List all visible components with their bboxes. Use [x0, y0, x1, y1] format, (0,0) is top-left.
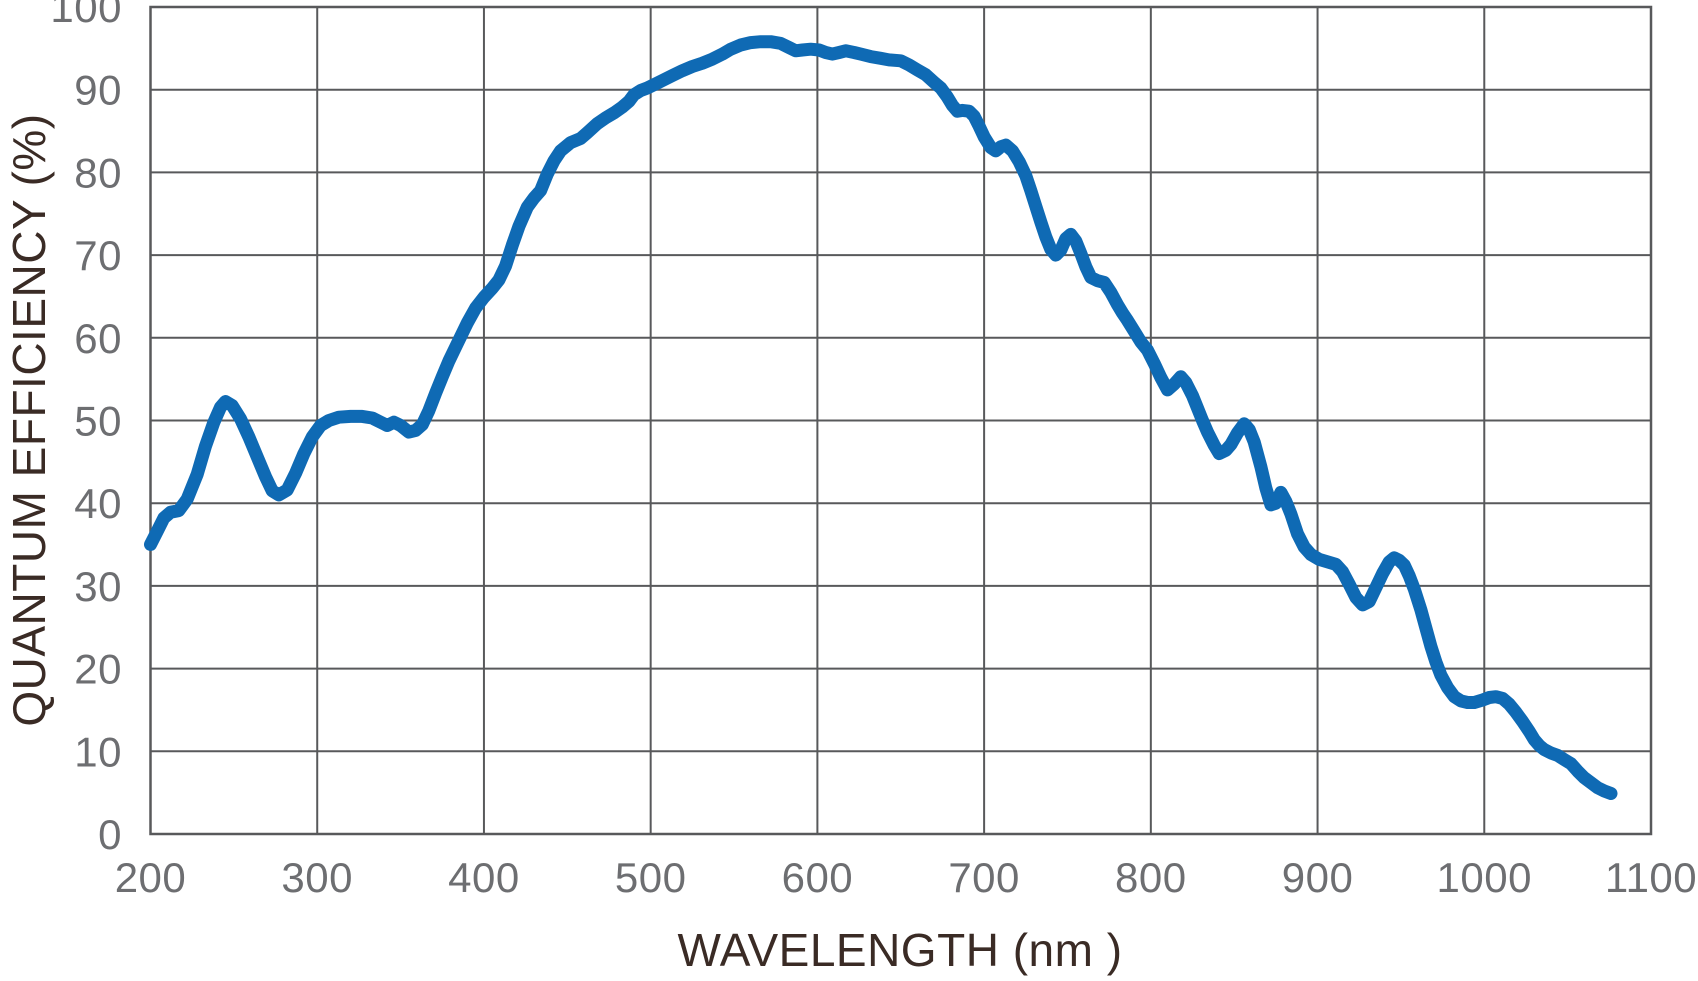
y-axis-title: QUANTUM EFFICIENCY (%): [3, 113, 55, 726]
x-tick-label: 600: [782, 854, 854, 901]
y-tick-label: 30: [74, 563, 122, 610]
y-tick-label: 20: [74, 646, 122, 693]
y-tick-labels: 0 10 20 30 40 50 60 70 80 90 100: [50, 0, 122, 858]
y-tick-label: 40: [74, 480, 122, 527]
x-tick-label: 500: [615, 854, 687, 901]
x-tick-label: 300: [281, 854, 353, 901]
x-tick-labels: 200 300 400 500 600 700 800 900 1000 1100: [115, 854, 1697, 901]
y-tick-label: 10: [74, 728, 122, 775]
x-axis-title: WAVELENGTH (nm ): [677, 924, 1122, 976]
y-tick-label: 80: [74, 149, 122, 196]
y-tick-label: 70: [74, 232, 122, 279]
x-tick-label: 1000: [1437, 854, 1532, 901]
plot-frame: [149, 5, 1653, 836]
qe-curve: [144, 35, 1618, 800]
y-tick-label: 50: [74, 398, 122, 445]
x-tick-label: 800: [1115, 854, 1187, 901]
x-tick-label: 400: [448, 854, 520, 901]
x-tick-label: 200: [115, 854, 187, 901]
y-tick-label: 60: [74, 315, 122, 362]
y-tick-label: 100: [50, 0, 122, 31]
y-tick-label: 90: [74, 67, 122, 114]
x-tick-label: 900: [1282, 854, 1354, 901]
y-tick-label: 0: [98, 811, 122, 858]
x-tick-label: 1100: [1605, 854, 1697, 901]
x-tick-label: 700: [948, 854, 1020, 901]
